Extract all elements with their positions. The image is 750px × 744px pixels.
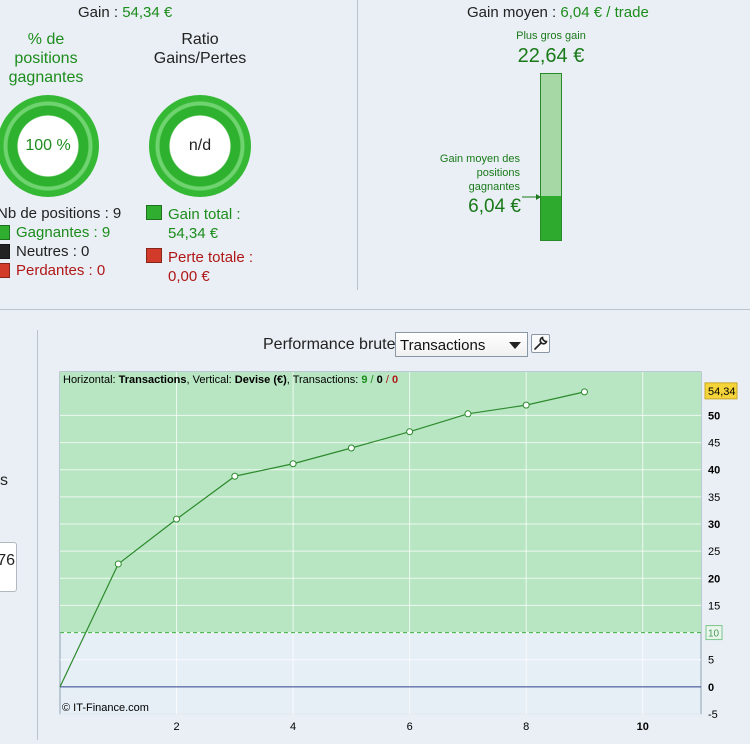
series-points [114,388,588,568]
performance-title: Performance brute [263,336,396,353]
avg-gain-label: Gain moyen : [467,4,561,21]
avg-gain-bar [540,73,562,241]
last-value-label: 54,34 [708,386,736,398]
avg-gain-value: 6,04 € / trade [560,4,649,21]
pct-winning-title: % de positions gagnantes [8,31,84,86]
chevron-down-icon [509,342,521,349]
neutral-legend-swatch [0,244,10,259]
y-tick-label: 20 [708,573,720,585]
y-tick-label: 0 [708,682,714,694]
data-point[interactable] [464,410,472,418]
horizontal-divider [0,309,750,310]
avg-pointer-arrow [522,194,541,200]
ratio-title: Ratio Gains/Pertes [153,31,247,67]
positive-zone-fill [60,372,701,633]
x-tick-label: 2 [173,721,179,733]
vertical-divider [357,0,358,290]
left-cut-text: s [0,472,8,489]
wrench-icon [534,336,548,350]
y-tick-label: 5 [708,655,714,667]
y-tick-label: -5 [708,709,718,721]
x-tick-label: 4 [290,721,296,733]
performance-mode-select[interactable]: Transactions [395,332,528,357]
y-tick-label: 40 [708,465,720,477]
x-axis-ticks: 2 4 6 8 10 [173,721,648,733]
max-gain-label: Plus gros gain [516,30,586,42]
data-point[interactable] [173,515,181,523]
gain-value: 54,34 € [122,4,173,21]
ratio-value: n/d [188,137,212,154]
x-tick-label: 6 [407,721,413,733]
avg-gain-header: Gain moyen : 6,04 € / trade [467,4,649,21]
perte-totale: Perte totale : 0,00 € [168,249,254,285]
gain-total-swatch [146,205,162,220]
gain-label: Gain : [78,4,123,21]
neutral-count: Neutres : 0 [16,243,90,260]
avg-winning-value: 6,04 € [468,196,521,217]
summary-panel: Gain : 54,34 € % de positions gagnantes … [0,0,750,310]
y-tick-label: 50 [708,410,720,422]
losing-count: Perdantes : 0 [16,262,106,279]
chart-info-line: Horizontal: Transactions, Vertical: Devi… [63,374,398,386]
x-tick-label: 8 [523,721,529,733]
series-line [59,391,585,688]
data-point[interactable] [231,472,239,480]
winning-count: Gagnantes : 9 [16,224,111,241]
chart-credit: © IT-Finance.com [62,702,149,714]
winning-legend-swatch [0,225,10,240]
avg-winning-label: Gain moyen des positions gagnantes [439,153,520,193]
data-point[interactable] [289,460,297,468]
data-point[interactable] [580,388,588,396]
y-axis-ticks: -5 0 5 10 15 20 25 30 35 40 45 50 [708,410,720,721]
perte-totale-swatch [146,248,162,263]
performance-mode-value: Transactions [400,337,486,354]
data-point[interactable] [114,560,122,568]
last-value-badge [704,382,738,400]
data-point[interactable] [522,401,530,409]
pct-winning-value: 100 % [25,137,71,154]
max-gain-value: 22,64 € [517,45,585,67]
data-point[interactable] [347,444,355,452]
chart-settings-button[interactable] [531,334,550,353]
y-tick-label: 30 [708,519,720,531]
y-tick-label: 25 [708,546,720,558]
threshold-label: 10 [708,629,720,640]
avg-gain-bar-fill [541,195,561,240]
gain-header: Gain : 54,34 € [78,4,172,21]
positions-count: Nb de positions : 9 [0,205,122,222]
losing-legend-swatch [0,263,10,278]
data-point[interactable] [406,428,414,436]
threshold-badge [705,625,723,641]
y-tick-label: 45 [708,438,720,450]
ratio-gauge: n/d [149,95,251,197]
y-tick-label: 35 [708,492,720,504]
gain-total: Gain total : 54,34 € [168,206,241,242]
y-tick-label: 15 [708,600,720,612]
left-cut-field: 76 [0,542,17,592]
left-divider [37,330,38,740]
performance-chart[interactable]: -5 0 5 10 15 20 25 30 35 40 45 50 2 4 6 8 10 Horizontal… [0,360,750,744]
x-tick-label: 10 [637,721,649,733]
pct-winning-gauge: 100 % [0,95,99,197]
